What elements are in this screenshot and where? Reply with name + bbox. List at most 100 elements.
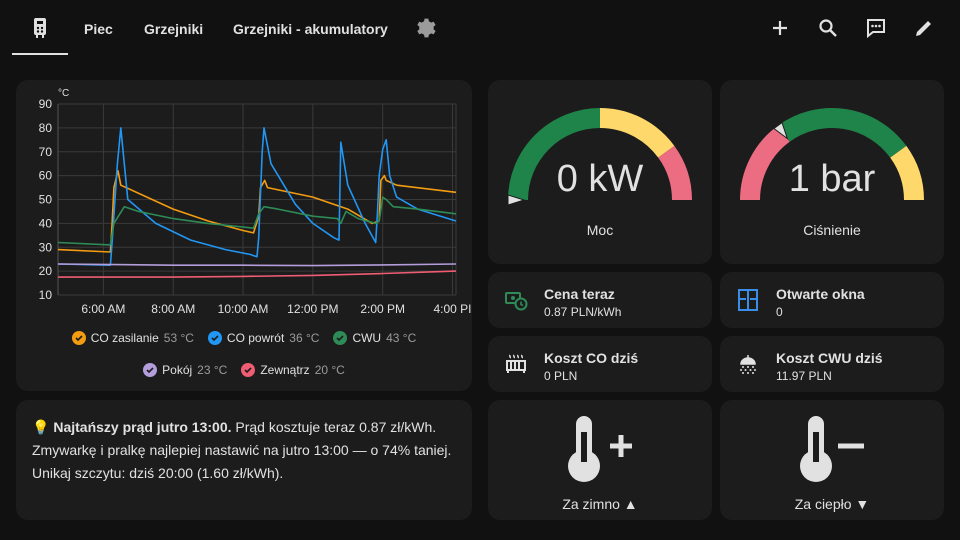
y-axis-unit: °C: [58, 88, 69, 99]
note-line-2: Zmywarkę i pralkę najlepiej nastawić na …: [32, 442, 452, 458]
legend-item-pokoj[interactable]: Pokój 23 °C: [143, 363, 227, 377]
tile-price-value: 0.87 PLN/kWh: [544, 305, 622, 319]
y-tick-label: 10: [39, 288, 53, 302]
check-icon: [241, 363, 256, 377]
y-tick-label: 70: [39, 145, 53, 159]
y-tick-label: 80: [39, 121, 53, 135]
cheapest-power-note-card: 💡 Najtańszy prąd jutro 13:00. Prąd koszt…: [16, 400, 472, 520]
gauge-segment: [889, 145, 924, 201]
x-tick-label: 4:00 PI: [433, 302, 471, 316]
series-line-pok-j: [57, 263, 457, 267]
legend-value: 53 °C: [163, 331, 194, 345]
legend-value: 23 °C: [197, 363, 228, 377]
top-bar: Piec Grzejniki Grzejniki - akumulatory: [0, 0, 960, 56]
legend-item-zewnatrz[interactable]: Zewnątrz 20 °C: [241, 363, 345, 377]
tile-co-cost-title: Koszt CO dziś: [544, 350, 639, 366]
gauge-needle: [507, 194, 526, 206]
legend-value: 20 °C: [314, 363, 345, 377]
tile-windows-title: Otwarte okna: [776, 286, 865, 302]
y-tick-label: 90: [39, 97, 53, 111]
series-line-cwu: [57, 196, 457, 246]
check-icon: [207, 331, 222, 345]
note-text: 💡 Najtańszy prąd jutro 13:00. Prąd koszt…: [32, 416, 456, 485]
radiator-icon: [506, 354, 526, 373]
legend-item-co-powrot[interactable]: CO powrót 36 °C: [207, 331, 320, 345]
tile-co-cost-value: 0 PLN: [544, 369, 578, 383]
legend-value: 43 °C: [386, 331, 417, 345]
tile-price-title: Cena teraz: [544, 286, 615, 302]
legend-row-1: CO zasilanie 53 °C CO powrót 36 °C CWU 4…: [16, 331, 472, 345]
y-tick-label: 50: [39, 193, 53, 207]
x-tick-label: 10:00 AM: [218, 302, 269, 316]
tile-cwu-cost-title: Koszt CWU dziś: [776, 350, 883, 366]
gauge-segment: [657, 145, 692, 201]
tile-cwu-cost-value: 11.97 PLN: [776, 369, 832, 383]
gauge-segment: [508, 108, 601, 201]
y-tick-label: 20: [39, 264, 53, 278]
gauge-segment: [777, 108, 907, 158]
thermometer-minus-icon: [800, 416, 864, 482]
tile-cwu-cost[interactable]: Koszt CWU dziś 11.97 PLN: [720, 336, 944, 392]
gauge-needle: [773, 121, 789, 140]
pressure-gauge-label: Ciśnienie: [803, 222, 861, 238]
tile-windows-value: 0: [776, 305, 783, 319]
x-tick-label: 2:00 PM: [360, 302, 405, 316]
series-line-zewn-trz: [58, 270, 457, 278]
series-line-co-zasilanie: [57, 170, 457, 253]
cash-clock-icon: [505, 292, 528, 311]
window-icon: [738, 289, 758, 311]
power-gauge: [507, 108, 692, 206]
note-headline: Najtańszy prąd jutro 13:00.: [53, 419, 232, 435]
gauge-segment: [599, 108, 675, 158]
check-icon: [333, 331, 348, 345]
thermometer-plus-icon: [568, 416, 632, 482]
pencil-icon[interactable]: [912, 16, 936, 40]
lightbulb-icon: 💡: [32, 419, 50, 435]
shower-icon: [740, 355, 756, 374]
check-icon: [143, 363, 158, 377]
y-tick-label: 30: [39, 240, 53, 254]
gauge-segment: [740, 125, 790, 201]
tile-open-windows[interactable]: Otwarte okna 0: [720, 272, 944, 328]
plus-icon[interactable]: [768, 16, 792, 40]
tile-price-now[interactable]: Cena teraz 0.87 PLN/kWh: [488, 272, 712, 328]
legend-label: CWU: [352, 331, 382, 345]
legend-label: CO zasilanie: [90, 331, 159, 345]
power-gauge-label: Moc: [586, 222, 614, 238]
tab-piec[interactable]: Piec: [84, 21, 113, 37]
y-tick-label: 60: [39, 169, 53, 183]
note-line-1: 💡 Najtańszy prąd jutro 13:00. Prąd koszt…: [32, 416, 456, 439]
tab-grzejniki-akumulatory[interactable]: Grzejniki - akumulatory: [233, 21, 388, 37]
pressure-gauge-card[interactable]: 1 bar Ciśnienie: [720, 80, 944, 264]
legend-label: CO powrót: [226, 331, 285, 345]
gear-icon[interactable]: [413, 16, 437, 40]
y-tick-label: 40: [39, 216, 53, 230]
history-graph-card[interactable]: °C 90 80 70 60 50 40 30 20 10 6:00 AM 8:00 AM 10:00 …: [16, 80, 472, 391]
legend-row-2: Pokój 23 °C Zewnątrz 20 °C: [16, 363, 472, 377]
pressure-gauge-value: 1 bar: [788, 158, 876, 200]
legend-label: Pokój: [162, 363, 193, 377]
pressure-gauge: [740, 108, 924, 201]
legend-item-co-zasilanie[interactable]: CO zasilanie 53 °C: [71, 331, 194, 345]
assist-icon[interactable]: [864, 16, 888, 40]
power-gauge-card[interactable]: 0 kW Moc: [488, 80, 712, 264]
series-line-co-powr-t: [57, 127, 457, 266]
legend-item-cwu[interactable]: CWU 43 °C: [333, 331, 416, 345]
too-warm-button[interactable]: Za ciepło ▼: [720, 400, 944, 520]
tile-co-cost[interactable]: Koszt CO dziś 0 PLN: [488, 336, 712, 392]
x-tick-label: 12:00 PM: [287, 302, 338, 316]
temperature-chart[interactable]: °C 90 80 70 60 50 40 30 20 10 6:00 AM 8:00 AM 10:00 …: [16, 80, 472, 320]
too-cold-label: Za zimno ▲: [562, 496, 638, 512]
note-line-3: Unikaj szczytu: dziś 20:00 (1.60 zł/kWh)…: [32, 465, 284, 481]
legend-value: 36 °C: [289, 331, 320, 345]
too-warm-label: Za ciepło ▼: [794, 496, 870, 512]
boiler-icon: [34, 18, 46, 38]
active-tab-indicator: [12, 53, 68, 55]
search-icon[interactable]: [816, 16, 840, 40]
tab-grzejniki[interactable]: Grzejniki: [144, 21, 204, 37]
power-gauge-value: 0 kW: [556, 158, 644, 200]
check-icon: [71, 331, 86, 345]
tab-home[interactable]: [12, 0, 68, 56]
too-cold-button[interactable]: Za zimno ▲: [488, 400, 712, 520]
x-tick-label: 8:00 AM: [151, 302, 195, 316]
